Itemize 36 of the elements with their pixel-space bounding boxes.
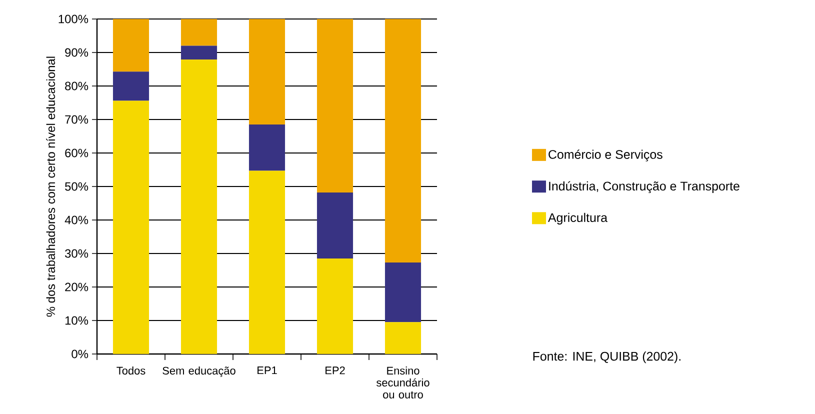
y-tick-label: 100% xyxy=(58,14,88,24)
y-tick-label: 60% xyxy=(65,148,88,158)
y-tick-label: 30% xyxy=(65,249,88,258)
x-tick-label: EP1 xyxy=(258,366,277,374)
x-tick-label: Ensino secundário ou outro xyxy=(376,366,430,398)
bar xyxy=(316,18,354,193)
y-tick-label: 90% xyxy=(65,48,88,57)
bar xyxy=(384,262,422,322)
y-axis-title: % dos trabalhadores com certo nível educacional xyxy=(46,56,56,317)
bar xyxy=(180,46,218,60)
legend-label: Comércio e Serviços xyxy=(548,150,662,162)
bar xyxy=(112,100,150,354)
bar xyxy=(248,124,286,171)
bar xyxy=(180,60,218,354)
bar xyxy=(316,192,354,259)
bar xyxy=(384,18,422,263)
x-tick-label: EP2 xyxy=(326,366,345,374)
bar xyxy=(112,18,150,72)
bar xyxy=(180,18,218,46)
x-tick-label: Todos xyxy=(116,366,146,375)
bar xyxy=(248,18,286,125)
y-tick-label: 10% xyxy=(65,316,88,325)
x-tick-label: Sem educação xyxy=(162,366,236,377)
y-tick-label: 80% xyxy=(65,82,88,90)
bar xyxy=(112,72,150,101)
y-tick-label: 50% xyxy=(65,182,88,191)
bar xyxy=(384,322,422,354)
legend-label: Agricultura xyxy=(548,212,608,224)
bar xyxy=(248,170,286,354)
legend-label: Indústria, Construção e Transporte xyxy=(549,181,740,194)
bar xyxy=(316,258,354,354)
y-tick-label: 0% xyxy=(72,350,88,358)
y-tick-label: 20% xyxy=(65,282,88,292)
y-tick-label: 70% xyxy=(65,115,88,124)
source-note: Fonte: INE, QUIBB (2002). xyxy=(533,352,680,364)
y-tick-label: 40% xyxy=(64,216,88,224)
